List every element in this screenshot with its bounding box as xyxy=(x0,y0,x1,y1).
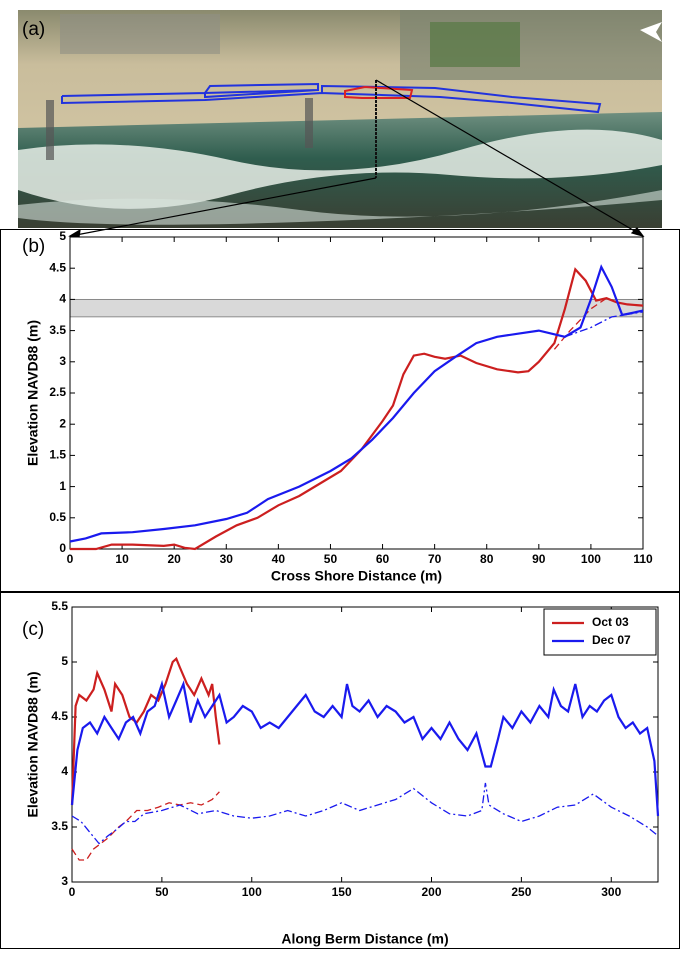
reference-band xyxy=(69,298,644,318)
y-tick-label: 4.5 xyxy=(49,260,66,274)
y-tick-label: 2 xyxy=(59,416,66,430)
y-tick-label: 4 xyxy=(59,292,66,306)
y-tick-label: 4.5 xyxy=(51,709,68,723)
x-tick-label: 150 xyxy=(332,885,352,899)
x-tick-label: 90 xyxy=(532,552,546,566)
y-tick-label: 5 xyxy=(61,654,68,668)
y-axis-label: Elevation NAVD88 (m) xyxy=(25,672,41,818)
x-tick-label: 10 xyxy=(115,552,129,566)
y-tick-label: 0 xyxy=(59,541,66,555)
data-line xyxy=(71,791,220,861)
plot-frame xyxy=(69,236,644,550)
y-tick-label: 4 xyxy=(61,764,68,778)
x-tick-label: 50 xyxy=(155,885,169,899)
plot-frame xyxy=(71,606,659,883)
y-tick-label: 3.5 xyxy=(49,323,66,337)
data-line xyxy=(564,311,644,338)
data-line xyxy=(70,267,644,551)
panel-label: (c) xyxy=(22,619,44,640)
data-line xyxy=(70,679,660,817)
x-tick-label: 20 xyxy=(168,552,182,566)
y-tick-label: 1 xyxy=(59,479,66,493)
y-tick-label: 1.5 xyxy=(49,448,66,462)
legend-label: Oct 03 xyxy=(592,615,629,629)
x-tick-label: 200 xyxy=(421,885,441,899)
x-tick-label: 110 xyxy=(633,552,653,566)
data-line xyxy=(553,297,607,350)
x-tick-label: 60 xyxy=(376,552,390,566)
legend-label: Dec 07 xyxy=(592,633,631,647)
y-tick-label: 3 xyxy=(61,874,68,888)
x-tick-label: 100 xyxy=(242,885,262,899)
x-axis-label: Along Berm Distance (m) xyxy=(281,931,448,947)
x-tick-label: 70 xyxy=(428,552,442,566)
data-line xyxy=(69,264,644,543)
y-tick-label: 5 xyxy=(59,229,66,243)
x-tick-label: 0 xyxy=(69,885,76,899)
y-tick-label: 2.5 xyxy=(49,385,66,399)
x-tick-label: 100 xyxy=(581,552,601,566)
data-line xyxy=(70,656,221,806)
panel-label: (b) xyxy=(22,236,45,257)
x-tick-label: 0 xyxy=(67,552,74,566)
x-tick-label: 50 xyxy=(324,552,338,566)
aerial-photo: (a) xyxy=(18,10,662,228)
x-tick-label: 40 xyxy=(272,552,286,566)
x-tick-label: 80 xyxy=(480,552,494,566)
y-tick-label: 3.5 xyxy=(51,819,68,833)
x-tick-label: 300 xyxy=(601,885,621,899)
y-axis-label: Elevation NAVD88 (m) xyxy=(25,320,41,466)
panel-label: (a) xyxy=(22,19,45,40)
legend-box xyxy=(543,608,657,656)
y-tick-label: 3 xyxy=(59,354,66,368)
panel-frame xyxy=(0,229,680,592)
data-line xyxy=(71,782,659,845)
x-tick-label: 250 xyxy=(511,885,531,899)
y-tick-label: 5.5 xyxy=(51,599,68,613)
x-axis-label: Cross Shore Distance (m) xyxy=(271,568,442,584)
y-tick-label: 0.5 xyxy=(49,510,66,524)
x-tick-label: 30 xyxy=(220,552,234,566)
